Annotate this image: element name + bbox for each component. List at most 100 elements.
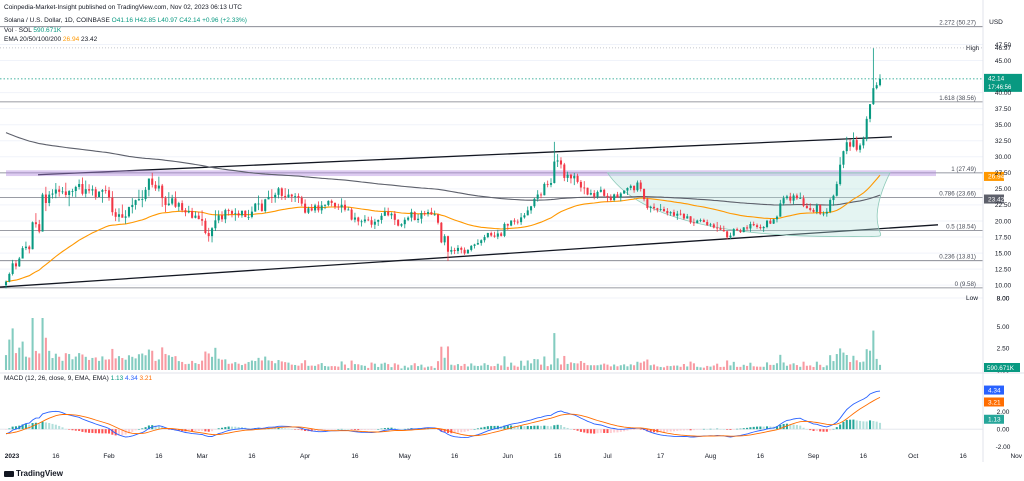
volume-bar xyxy=(38,353,41,370)
candle-body xyxy=(795,195,798,199)
time-tick-label: 16 xyxy=(757,453,765,460)
macd-histogram-bar xyxy=(397,428,400,430)
candle-body xyxy=(220,215,224,220)
candle-body xyxy=(470,245,473,250)
volume-bar xyxy=(573,363,576,370)
volume-bar xyxy=(822,367,825,370)
price-tick-label: 12.50 xyxy=(995,266,1012,273)
ema-fast-tag-value: 26.94 xyxy=(988,174,1005,181)
candle-body xyxy=(340,204,343,208)
candle-body xyxy=(809,208,812,210)
volume-bar xyxy=(330,366,333,370)
candle-body xyxy=(280,188,283,196)
volume-bar xyxy=(809,365,812,370)
volume-bar xyxy=(34,350,37,370)
macd-histogram-bar xyxy=(739,428,742,430)
ema-slow-line xyxy=(5,132,881,206)
volume-bar xyxy=(357,364,360,370)
lower-trendline xyxy=(0,224,939,288)
volume-bar xyxy=(54,353,57,370)
volume-bar xyxy=(280,361,283,370)
macd-histogram-bar xyxy=(809,429,812,431)
symbol-line[interactable]: Solana / U.S. Dollar, 1D, COINBASE O41.1… xyxy=(4,17,247,24)
candle-body xyxy=(443,236,446,243)
volume-bar xyxy=(107,359,111,370)
candle-body xyxy=(274,194,277,198)
ema-legend[interactable]: EMA 20/50/100/200 26.94 23.42 xyxy=(4,36,97,43)
volume-bar xyxy=(101,356,104,370)
volume-bar xyxy=(297,365,300,370)
volume-bar xyxy=(556,358,559,370)
volume-bar xyxy=(304,360,307,370)
price-candles xyxy=(4,47,882,289)
macd-histogram-bar xyxy=(692,429,695,431)
volume-bar xyxy=(320,363,323,370)
volume-bar xyxy=(74,356,77,370)
volume-bar xyxy=(207,353,210,370)
price-tick-label: 10.00 xyxy=(995,282,1012,289)
time-tick-label: 16 xyxy=(351,453,359,460)
ema-slow-tag xyxy=(984,194,1004,204)
time-tick-label: 16 xyxy=(155,453,163,460)
symbol-name[interactable]: Solana / U.S. Dollar, 1D, COINBASE xyxy=(4,17,110,24)
candle-body xyxy=(38,224,41,232)
volume-bar xyxy=(626,366,629,370)
volume-bar xyxy=(88,359,91,370)
candle-body xyxy=(177,203,180,207)
candle-body xyxy=(167,203,170,206)
macd-histogram-bar xyxy=(144,427,147,430)
time-tick-label: Mar xyxy=(196,453,208,460)
volume-bar xyxy=(410,365,413,370)
volume-bar xyxy=(220,359,224,370)
candle-body xyxy=(84,189,87,194)
candle-body xyxy=(191,210,194,218)
candle-body xyxy=(4,281,8,286)
candle-body xyxy=(314,205,317,211)
volume-bar xyxy=(350,360,353,370)
price-grid xyxy=(0,43,983,299)
macd-histogram-bar xyxy=(257,428,260,430)
macd-histogram-bar xyxy=(513,425,516,430)
candle-body xyxy=(333,202,337,207)
price-tick-label: 22.50 xyxy=(995,202,1012,209)
candle-body xyxy=(164,198,167,206)
candle-body xyxy=(377,219,380,222)
candle-body xyxy=(367,219,370,221)
volume-bar xyxy=(553,333,556,370)
macd-histogram-bar xyxy=(716,428,719,430)
macd-histogram-bar xyxy=(795,425,798,430)
candle-body xyxy=(765,220,769,228)
macd-histogram-bar xyxy=(506,425,509,430)
volume-bar xyxy=(543,356,546,370)
volume-bar xyxy=(563,355,566,370)
candle-body xyxy=(839,164,842,185)
volume-bar xyxy=(805,365,808,370)
candle-body xyxy=(430,212,433,215)
candle-body xyxy=(825,211,828,214)
macd-histogram-bar xyxy=(304,429,307,432)
candle-body xyxy=(779,203,782,217)
macd-histogram-bar xyxy=(230,426,234,430)
volume-bar xyxy=(656,366,659,370)
volume-bar xyxy=(64,353,67,370)
candle-body xyxy=(739,230,742,233)
candle-body xyxy=(353,217,356,220)
candle-body xyxy=(805,205,808,209)
macd-histogram-bar xyxy=(436,429,440,430)
volume-bar xyxy=(284,362,287,370)
volume-bar xyxy=(523,365,526,370)
candle-body xyxy=(835,184,838,196)
candle-body xyxy=(759,227,762,229)
macd-histogram-bar xyxy=(463,429,466,432)
tradingview-logo[interactable]: TradingView xyxy=(4,469,63,478)
candle-body xyxy=(267,196,270,200)
volume-bar xyxy=(686,366,689,370)
candle-body xyxy=(327,200,330,205)
volume-legend[interactable]: Vol · SOL 590.671K xyxy=(4,27,61,34)
candle-body xyxy=(473,244,476,246)
macd-histogram-bar xyxy=(785,423,788,430)
volume-bar xyxy=(4,355,8,370)
macd-histogram-bar xyxy=(290,429,293,430)
macd-legend[interactable]: MACD (12, 26, close, 9, EMA, EMA) 1.13 4… xyxy=(4,375,152,382)
